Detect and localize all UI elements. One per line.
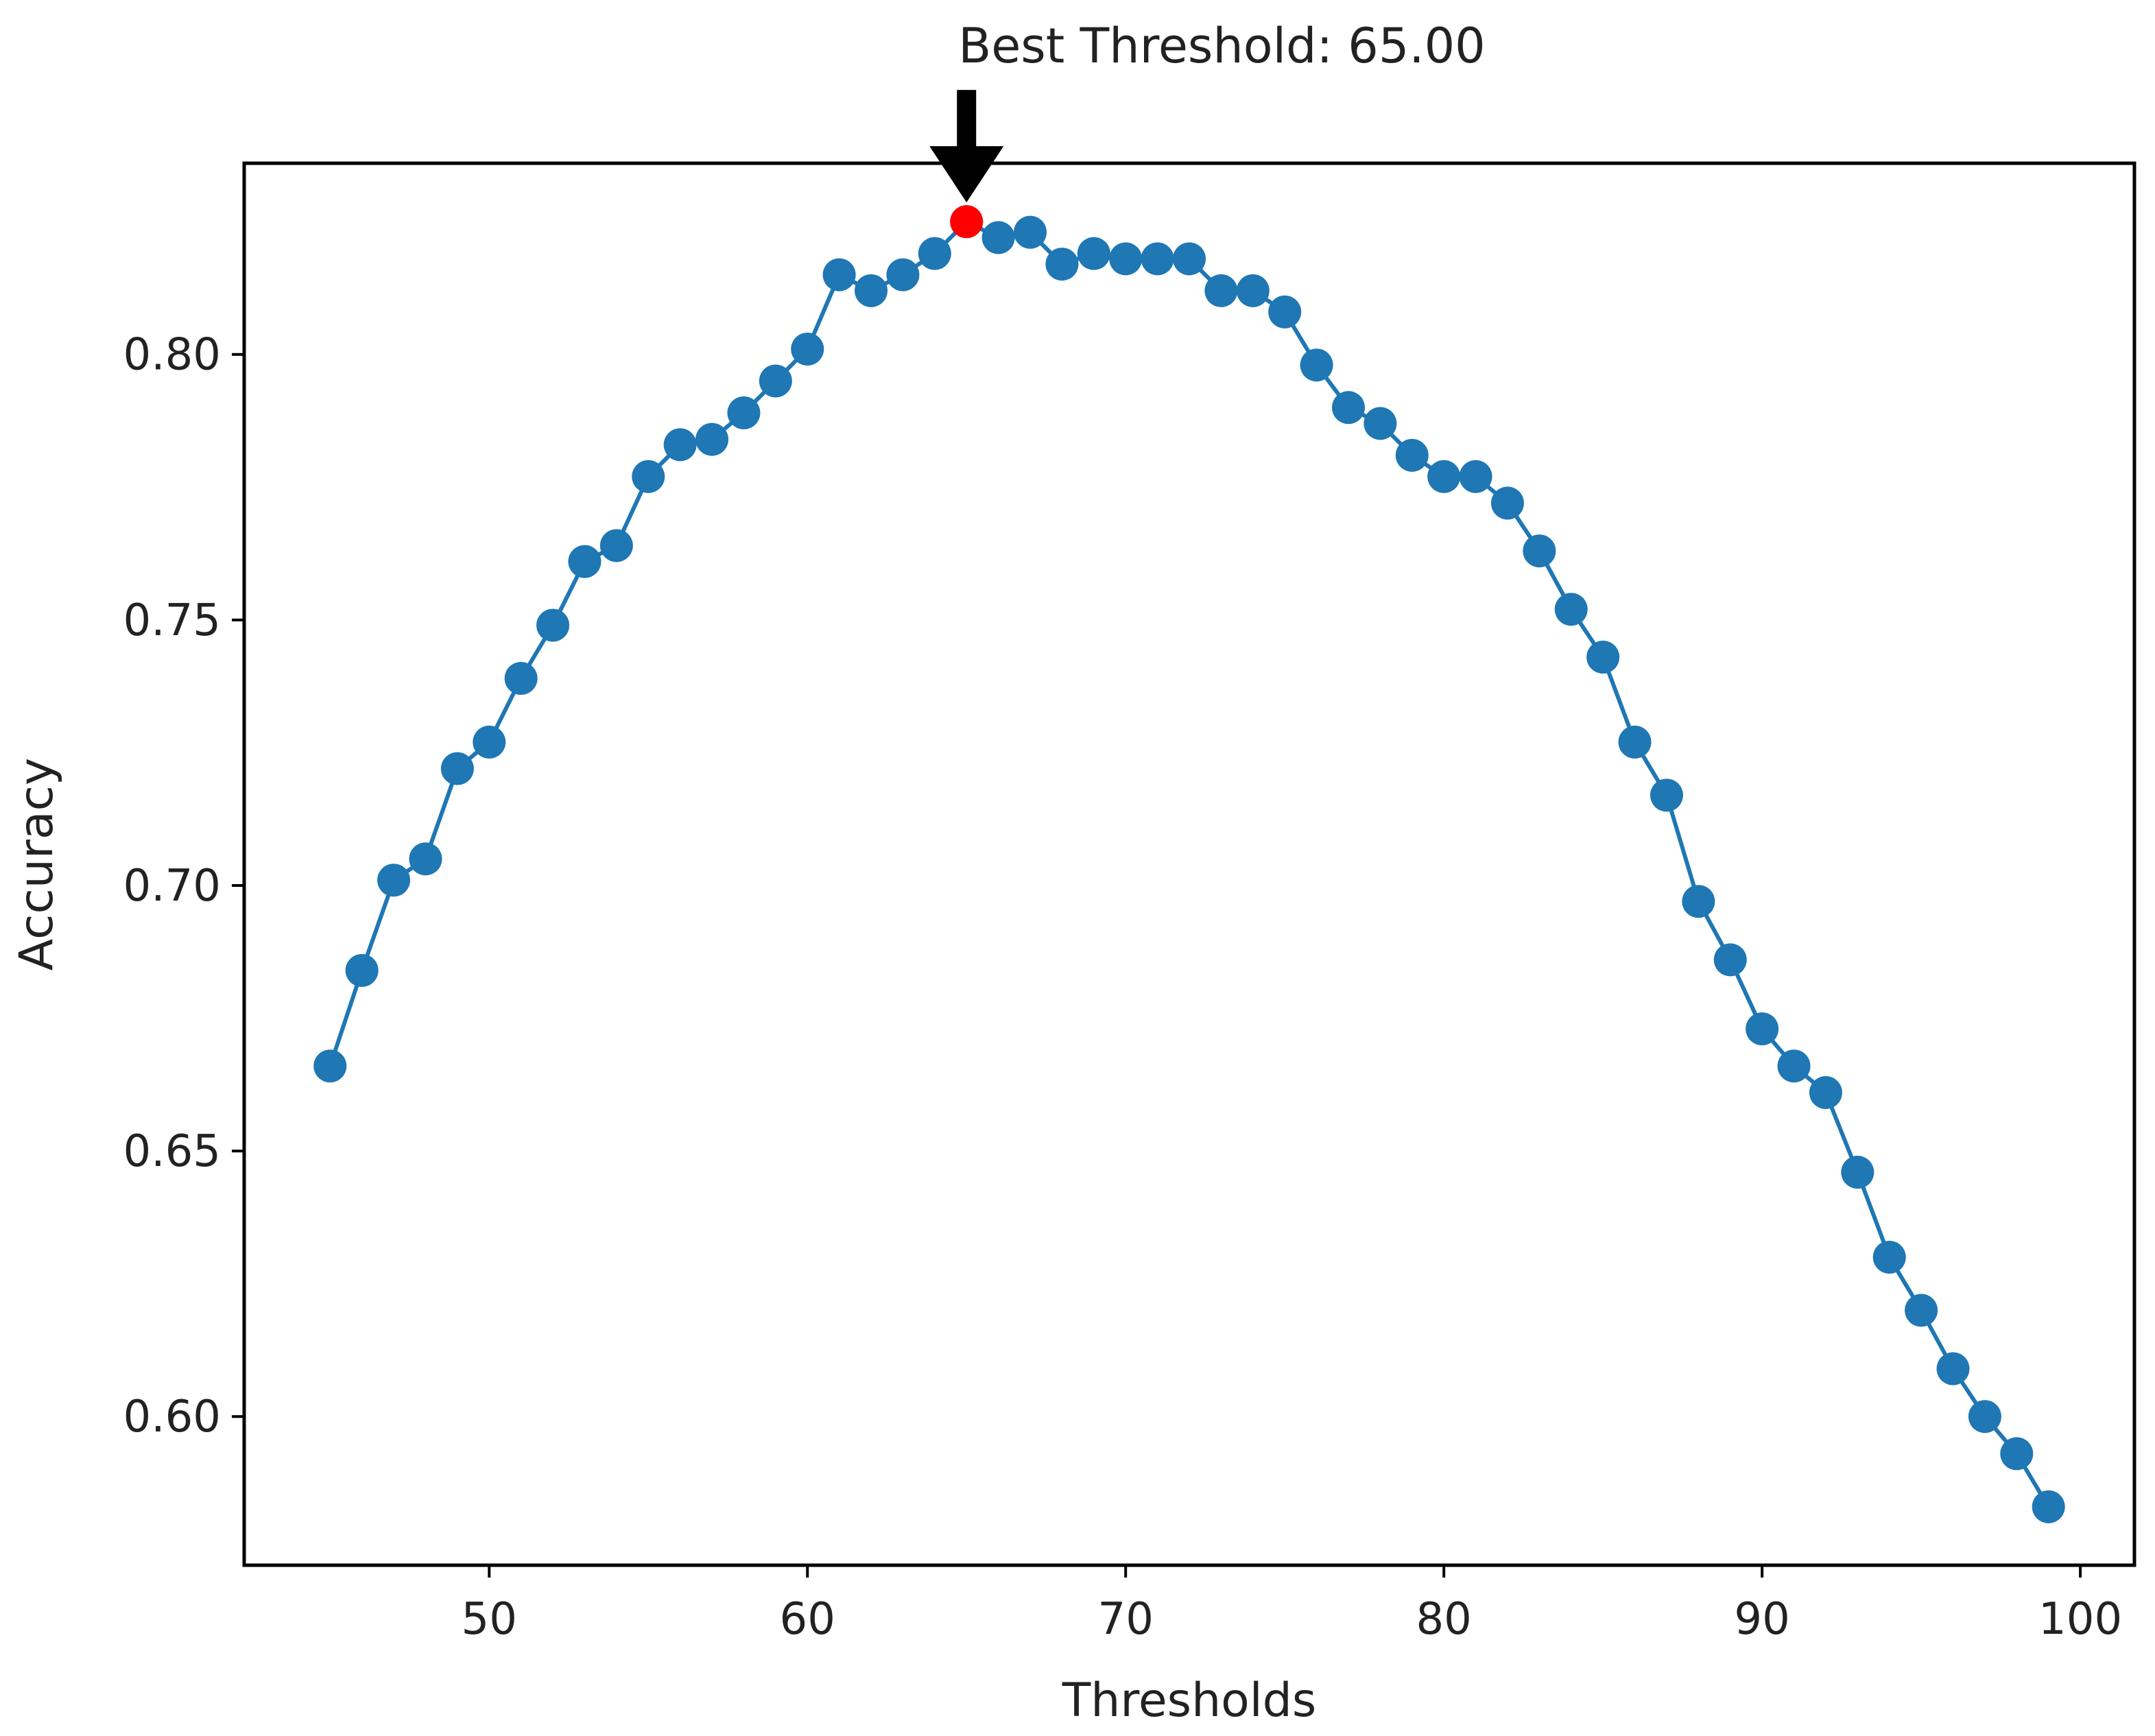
data-point [1618,725,1652,759]
data-point [536,608,570,642]
data-point [1523,534,1556,568]
annotation-text: Best Threshold: 65.00 [958,18,1485,74]
data-point [1459,460,1492,493]
data-point [1586,641,1620,674]
data-point [1554,593,1588,626]
data-point [1777,1049,1811,1083]
data-point [1395,438,1429,472]
data-point [1968,1400,2001,1434]
data-point [791,332,824,366]
data-point [1872,1240,1906,1274]
data-point [759,364,792,398]
y-tick-label: 0.75 [123,595,222,646]
data-point [822,258,856,292]
x-tick-label: 90 [1734,1594,1789,1645]
y-tick-label: 0.65 [123,1126,222,1177]
data-point [1650,778,1683,812]
data-point [1204,274,1238,307]
data-point [345,953,379,987]
data-point [918,237,951,270]
data-point [855,274,888,307]
data-point [1809,1075,1842,1109]
annotation-arrow [929,90,1004,203]
series-line [328,219,2051,1508]
x-axis-ticks: 50 60 70 80 90 100 [462,1565,2122,1645]
data-point [727,396,761,429]
data-point [1490,486,1524,520]
data-point [663,428,697,462]
plot-frame [242,161,2136,1567]
data-point [2000,1437,2034,1471]
best-threshold-annotation: Best Threshold: 65.00 [929,18,1486,203]
data-point [1045,248,1079,281]
data-point [1427,460,1461,493]
data-point [473,725,506,759]
data-point [1331,391,1365,425]
x-tick-label: 80 [1416,1594,1471,1645]
data-point [1173,242,1206,276]
data-point [886,258,920,292]
data-point [1364,407,1397,440]
data-point [568,545,602,578]
data-point [599,529,633,562]
data-point [1746,1012,1779,1046]
best-point [950,205,984,239]
y-axis-ticks: 0.60 0.65 0.70 0.75 0.80 [123,330,244,1442]
y-tick-label: 0.80 [123,330,222,381]
x-tick-label: 70 [1097,1594,1153,1645]
data-point [313,1049,347,1083]
data-point [1109,242,1143,276]
data-point [632,460,665,493]
data-point [1300,348,1333,382]
data-point [1682,885,1715,918]
data-point [1077,237,1110,270]
data-point [1841,1156,1874,1189]
data-point [1268,295,1302,329]
y-tick-label: 0.60 [123,1392,222,1442]
y-axis-label: Accuracy [10,758,64,971]
data-point [2032,1490,2065,1523]
data-point [377,864,411,897]
data-point [1905,1294,1938,1327]
data-point [1236,274,1270,307]
data-point [409,842,442,876]
x-tick-label: 100 [2038,1594,2122,1645]
data-point [440,752,474,785]
data-point [1141,242,1174,276]
data-point [1014,215,1047,249]
data-point [695,423,729,456]
plot-area [313,205,2065,1523]
x-tick-label: 60 [780,1594,835,1645]
data-point [504,662,538,695]
x-tick-label: 50 [462,1594,517,1645]
data-point [1936,1352,1970,1386]
data-point [1713,943,1747,977]
y-tick-label: 0.70 [123,861,222,912]
data-point [981,221,1015,254]
x-axis-label: Thresholds [1062,1674,1317,1728]
